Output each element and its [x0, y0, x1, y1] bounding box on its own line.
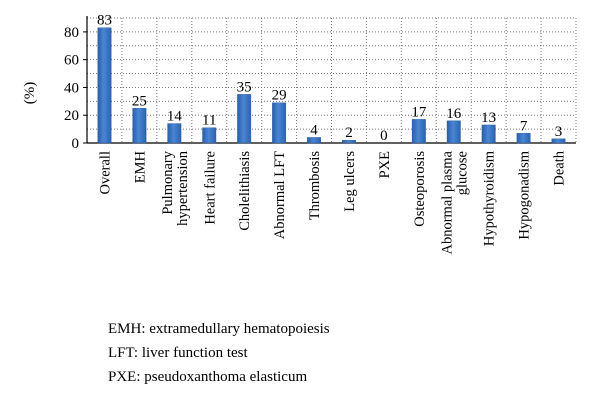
data-label: 29	[272, 88, 287, 104]
bar	[516, 133, 531, 144]
y-tick-labels: 0 20 40 60 80	[64, 25, 79, 152]
category-label: Cholelithiasis	[237, 151, 253, 231]
note-lft: LFT: liver function test	[108, 345, 248, 361]
data-label: 3	[555, 124, 563, 140]
bar	[97, 27, 112, 144]
category-label: Thrombosis	[307, 151, 323, 221]
category-label-line: Hypogonadism	[517, 150, 533, 239]
bar	[202, 127, 217, 144]
category-label-line: glucose	[454, 151, 470, 195]
category-label-line: Abnormal plasma	[439, 150, 455, 254]
bar	[411, 119, 426, 144]
bar	[237, 94, 252, 144]
y-tick-label: 20	[64, 108, 79, 124]
category-label: Leg ulcers	[342, 151, 358, 212]
y-tick-label: 40	[64, 80, 79, 96]
category-label: Abnormal LFT	[272, 151, 288, 239]
category-label-line: Overall	[97, 151, 113, 194]
category-label-line: EMH	[132, 150, 148, 183]
bar	[342, 140, 356, 144]
bar	[167, 123, 182, 144]
category-label: EMH	[132, 150, 148, 183]
category-label-line: Death	[552, 150, 568, 185]
data-label: 35	[237, 79, 252, 95]
data-label: 83	[97, 13, 112, 29]
category-label-line: Heart failure	[202, 151, 218, 225]
category-label-line: Leg ulcers	[342, 151, 358, 212]
category-label-line: hypertension	[175, 150, 191, 226]
data-labels: 83 25 14 11 35 29 4 2 0 17 16 13 7 3	[97, 13, 562, 144]
bars	[97, 27, 566, 144]
category-label: Abnormal plasmaglucose	[439, 150, 470, 254]
bar	[307, 137, 321, 144]
gridlines	[87, 17, 577, 143]
category-label: Pulmonaryhypertension	[160, 150, 191, 226]
category-label: Overall	[97, 151, 113, 194]
data-label: 2	[345, 125, 353, 141]
category-label-line: Osteoporosis	[412, 151, 428, 227]
data-label: 17	[411, 104, 427, 120]
category-label-line: Hypothyroidism	[482, 150, 498, 246]
data-label: 11	[202, 113, 216, 129]
data-label: 25	[132, 93, 147, 109]
bar	[272, 102, 287, 144]
bar	[132, 108, 147, 144]
note-pxe: PXE: pseudoxanthoma elasticum	[108, 369, 308, 385]
y-axis-label: (%)	[22, 82, 38, 105]
data-label: 7	[520, 118, 528, 134]
category-label: PXE	[377, 151, 393, 179]
category-label-line: PXE	[377, 151, 393, 179]
y-tick-label: 60	[64, 53, 79, 69]
category-label-line: Pulmonary	[160, 150, 176, 214]
data-label: 13	[481, 110, 496, 126]
y-tick-label: 0	[72, 136, 80, 152]
category-label: Heart failure	[202, 151, 218, 225]
data-label: 4	[310, 122, 318, 138]
category-label-line: Cholelithiasis	[237, 151, 253, 231]
data-label: 16	[446, 106, 462, 122]
bar	[446, 120, 461, 144]
category-label: Osteoporosis	[412, 151, 428, 227]
category-label-line: Abnormal LFT	[272, 151, 288, 239]
y-tick-label: 80	[64, 25, 79, 41]
bar	[481, 124, 496, 144]
category-labels: Overall EMH Pulmonaryhypertension Heart fai…	[97, 150, 567, 254]
abbreviation-notes: EMH: extramedullary hematopoiesis LFT: l…	[108, 317, 330, 389]
category-label: Hypothyroidism	[482, 150, 498, 246]
category-label: Hypogonadism	[517, 150, 533, 239]
note-emh: EMH: extramedullary hematopoiesis	[108, 321, 330, 337]
bar	[551, 138, 566, 144]
category-label: Death	[552, 150, 568, 185]
category-label-line: Thrombosis	[307, 151, 323, 221]
data-label: 0	[380, 128, 388, 144]
data-label: 14	[167, 109, 183, 125]
